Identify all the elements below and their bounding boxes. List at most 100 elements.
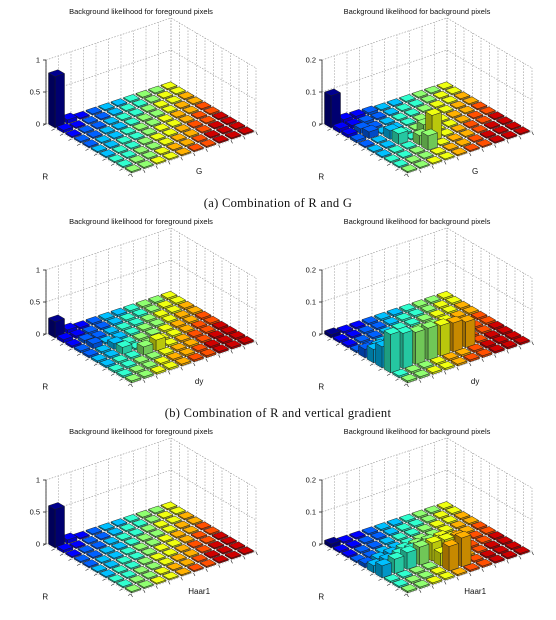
bar-face-front: [330, 92, 341, 129]
bar-face-top: [107, 363, 125, 372]
bar: [102, 116, 120, 126]
bar-face-top: [332, 333, 350, 342]
bar: [177, 300, 195, 311]
bar: [203, 106, 220, 116]
y-axis-label: Haar1: [464, 587, 486, 596]
bar-face-top: [156, 90, 174, 99]
bar: [107, 550, 124, 560]
bar: [98, 102, 115, 112]
floor-tick-mark: [344, 348, 348, 351]
floor-tick-mark: [180, 157, 183, 161]
bar: [137, 160, 154, 169]
floor-tick-mark: [431, 585, 434, 589]
bar-face-top: [446, 315, 463, 324]
bar-face-top: [195, 124, 212, 133]
bar: [349, 530, 366, 540]
floor-tick-mark: [361, 568, 365, 571]
bar-face-top: [375, 558, 392, 567]
bar: [103, 349, 120, 359]
bar: [132, 122, 149, 132]
bar-face-top: [496, 536, 513, 544]
bar-face-top: [107, 550, 124, 559]
bar: [86, 550, 103, 559]
bar: [124, 584, 142, 594]
bar-face-top: [170, 342, 187, 351]
chart-svg: Background likelihood for background pix…: [306, 7, 534, 181]
chart-svg: Background likelihood for foreground pix…: [30, 427, 258, 601]
bar: [429, 146, 447, 156]
bar: [144, 304, 161, 314]
bar: [90, 144, 108, 154]
bar-face-top: [396, 326, 413, 334]
bar: [156, 300, 174, 310]
bar: [357, 535, 375, 545]
bar-face-top: [467, 343, 484, 352]
bar-face-top: [115, 135, 133, 144]
bar-face-top: [341, 127, 358, 135]
bar: [169, 109, 187, 119]
bar-face-top: [500, 130, 518, 139]
bar: [131, 99, 149, 108]
bar-face-top: [116, 579, 133, 587]
bar-face-top: [437, 524, 454, 533]
bar-face-top: [421, 321, 438, 329]
bar-face-top: [425, 535, 442, 544]
bar: [140, 313, 157, 323]
z-tick-label: 0.1: [306, 508, 316, 517]
bar-face-top: [416, 523, 433, 532]
bar: [228, 330, 246, 341]
bar: [403, 108, 421, 118]
bar: [137, 580, 154, 589]
bar: [191, 554, 208, 563]
bar: [81, 115, 99, 125]
bar-face-top: [449, 520, 467, 528]
bar: [194, 521, 212, 531]
bar-face-top: [136, 556, 154, 565]
floor-tick-mark: [42, 543, 47, 546]
bar-face-top: [77, 333, 95, 341]
bar-face-top: [116, 368, 133, 377]
bar-face-side: [48, 505, 56, 549]
floor-tick-mark: [395, 168, 399, 171]
bar: [73, 134, 91, 144]
bar-face-top: [203, 526, 220, 535]
bar-face-top: [382, 527, 400, 535]
bar: [111, 541, 128, 551]
bar-face-front: [440, 322, 451, 357]
bar-face-top: [136, 136, 154, 145]
bar-face-top: [110, 518, 128, 526]
bar: [403, 528, 421, 538]
grid-line: [321, 259, 533, 311]
floor-tick-mark: [85, 148, 89, 151]
bar-face-top: [487, 320, 505, 329]
floor-tick-mark: [469, 152, 472, 157]
floor-tick-mark: [193, 152, 196, 157]
bar-face-top: [374, 522, 391, 530]
bar-face-top: [504, 541, 522, 549]
bar: [186, 516, 203, 526]
bar: [378, 536, 396, 546]
bar: [203, 339, 221, 349]
bar: [392, 368, 409, 379]
bar: [366, 144, 384, 154]
bar: [115, 532, 132, 542]
bar-face-top: [471, 544, 488, 553]
chart-panel-r-haar1-background: Background likelihood for background pix…: [282, 424, 552, 612]
bar: [157, 114, 174, 123]
bar-face-top: [463, 352, 480, 361]
bar-face-top: [224, 550, 242, 559]
bar-face-top: [224, 130, 242, 139]
floor-tick-mark: [327, 128, 331, 131]
bar: [361, 316, 379, 326]
bar-face-front: [465, 318, 476, 348]
y-axis-label: Haar1: [188, 587, 210, 596]
bar: [470, 521, 488, 531]
bar: [382, 316, 400, 327]
bar: [475, 115, 492, 125]
bar: [458, 105, 475, 115]
floor-tick-mark: [386, 373, 391, 376]
bar-face-top: [400, 164, 418, 172]
bar: [178, 138, 196, 148]
bar-face-top: [156, 300, 174, 308]
floor-tick-mark: [403, 383, 408, 386]
